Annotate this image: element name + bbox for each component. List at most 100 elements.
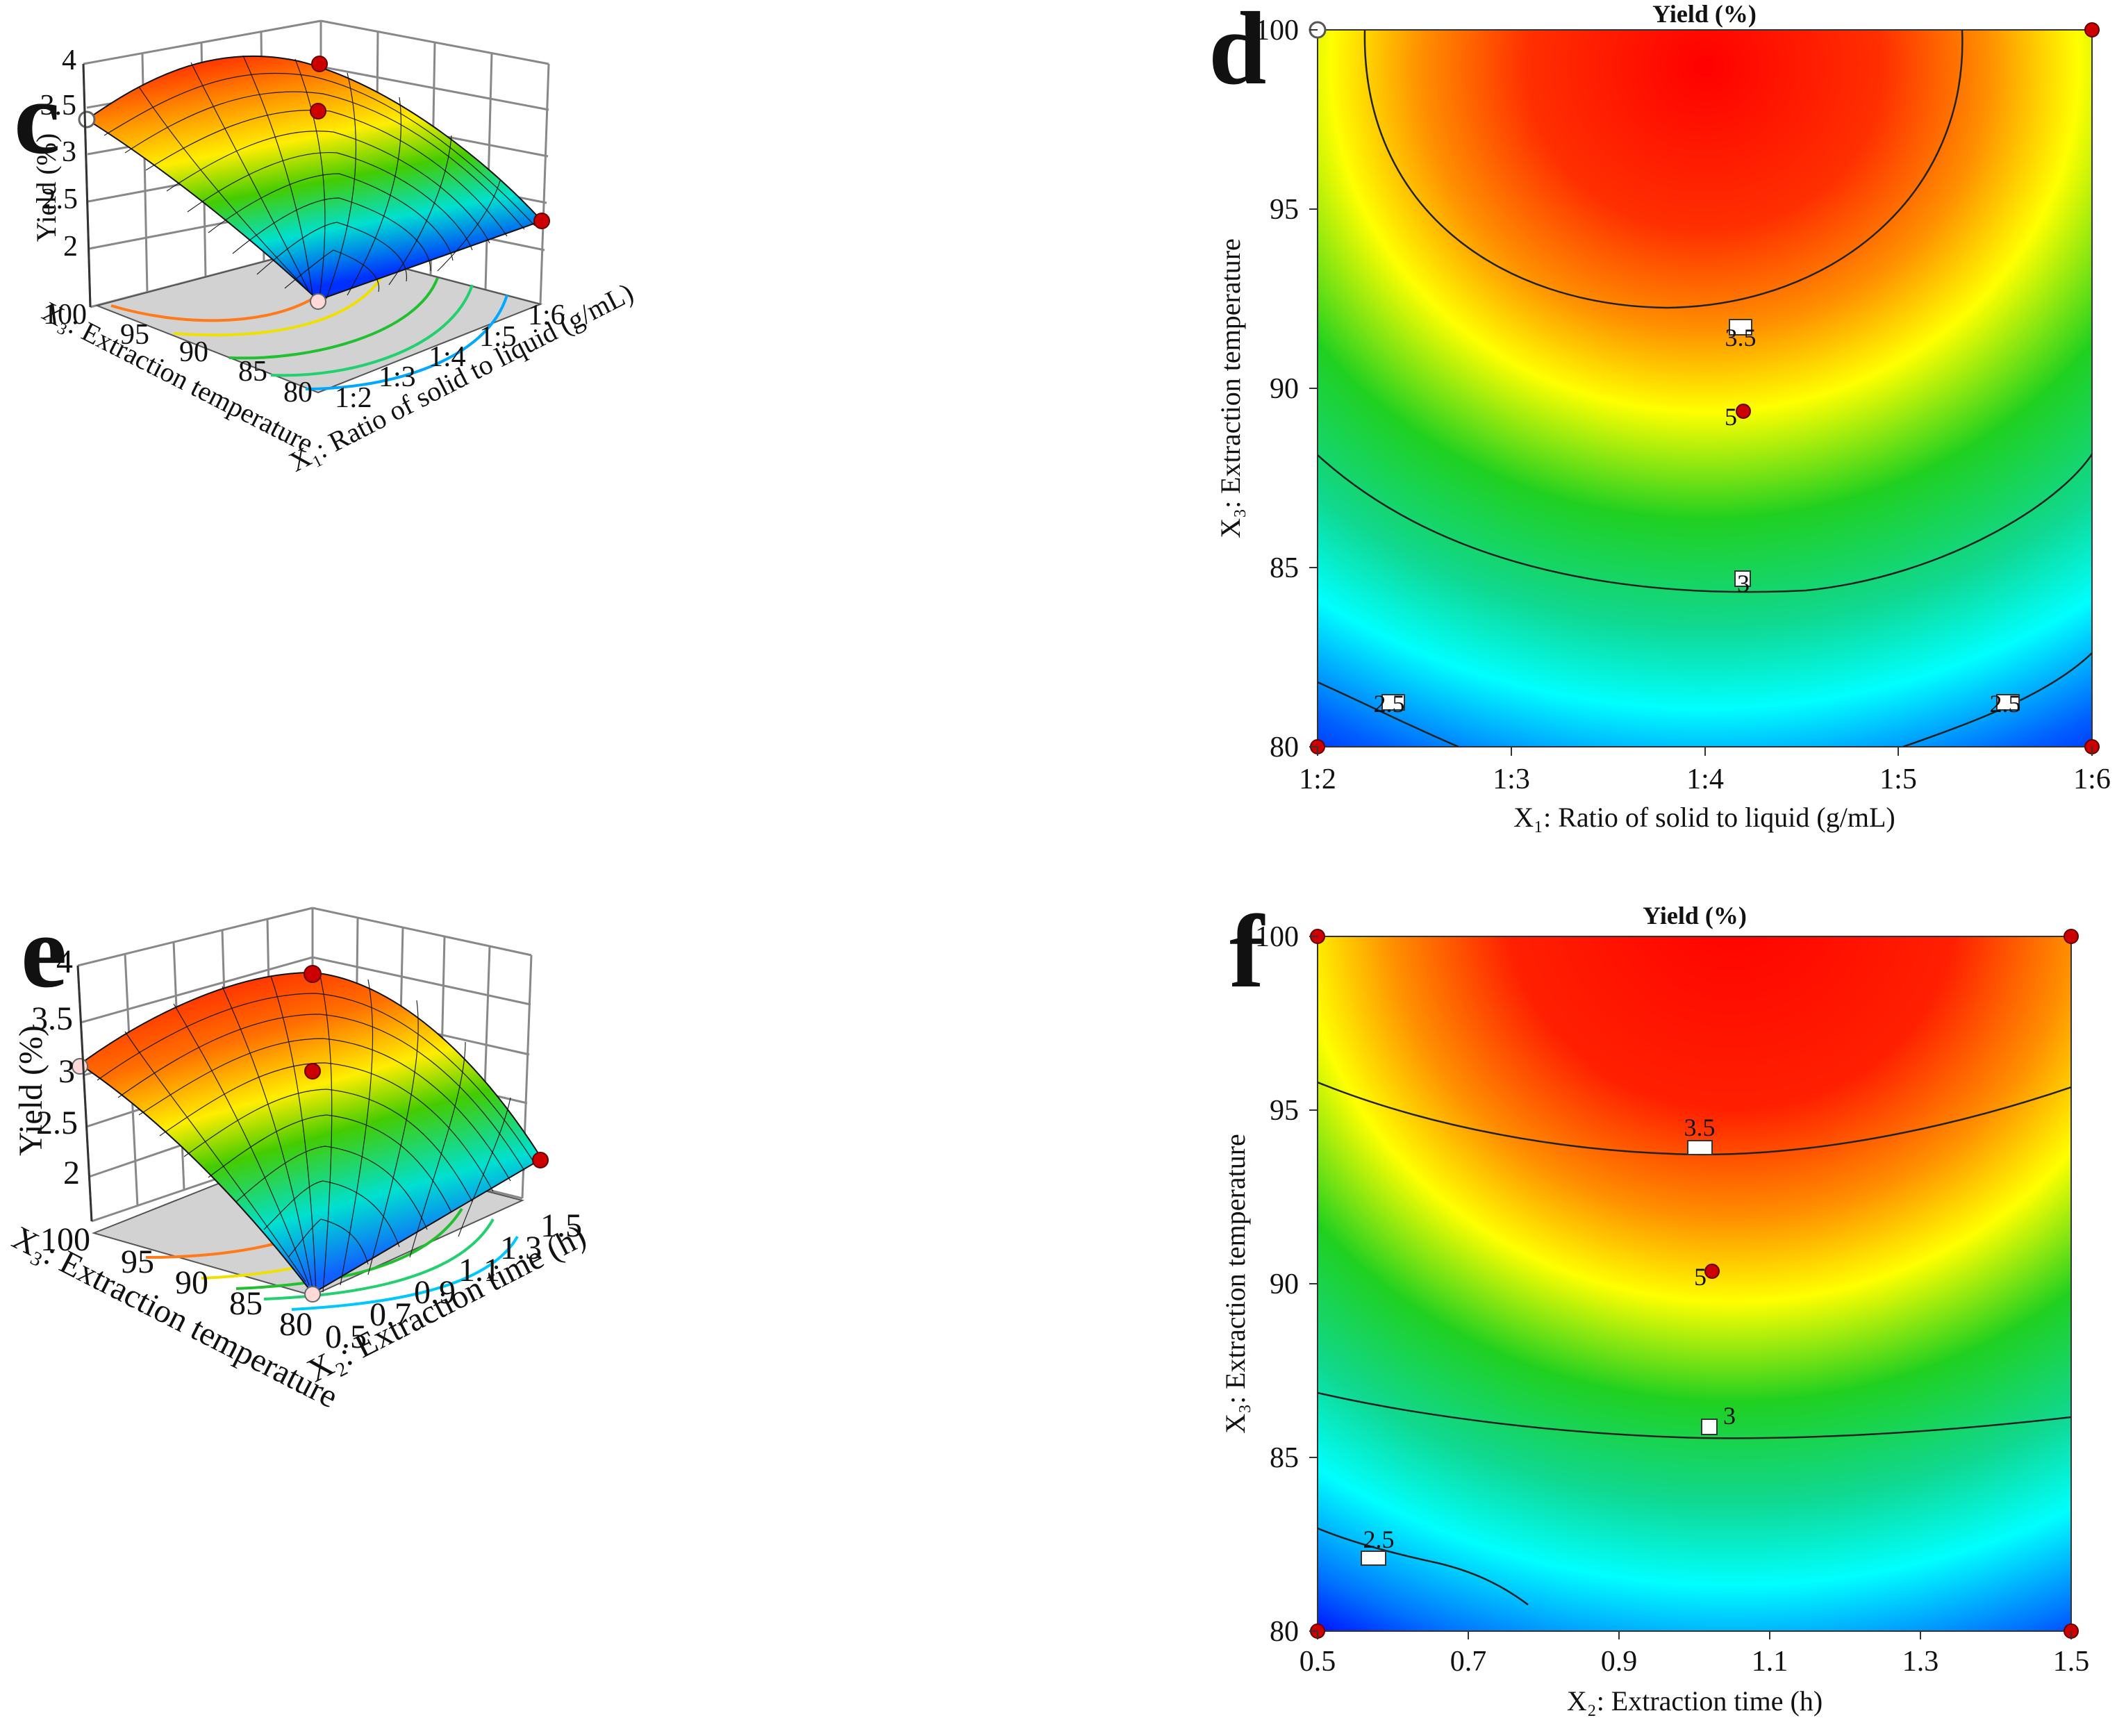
y-tick: 100 (40, 1221, 90, 1258)
y-tick: 90 (1270, 1268, 1299, 1300)
x-tick: 1:2 (335, 382, 372, 414)
x-tick: 1.5 (2053, 1646, 2090, 1678)
floor-contours (110, 263, 508, 390)
surface-plot-e: e (0, 868, 1111, 1736)
contour-label: 3 (1737, 570, 1750, 597)
y-tick: 90 (179, 336, 208, 368)
panel-label-c: c (14, 60, 60, 176)
y-tick: 100 (43, 299, 87, 331)
design-point (304, 1286, 321, 1303)
x-tick: 1:2 (1299, 763, 1336, 795)
y-tick: 80 (1270, 1616, 1299, 1648)
y-tick: 95 (121, 1243, 154, 1280)
design-point (532, 1152, 549, 1168)
center-point-label: 5 (1725, 403, 1737, 431)
contour-line (1318, 1527, 1529, 1606)
y-tick: 80 (1270, 731, 1299, 763)
contour-labels: 3.5 3 2.5 5 (1361, 1114, 1736, 1566)
x-tick: 0.5 (325, 1318, 367, 1355)
surface-e-svg: e (6, 894, 592, 1415)
contour-label: 2.5 (1374, 690, 1405, 718)
y-ticks: 100 95 90 85 80 X₃: Extraction temperatu… (1220, 921, 1299, 1648)
z-tick: 3.5 (31, 1000, 73, 1037)
response-surface (78, 55, 550, 310)
contour-line (1318, 681, 1459, 747)
x-tick: 1:4 (429, 341, 466, 373)
floor-contours (145, 1193, 519, 1311)
x-axis (1317, 1631, 2072, 1639)
chart-title: Yield (%) (1652, 0, 1757, 28)
design-point (533, 213, 550, 229)
x-tick: 1.3 (500, 1230, 542, 1266)
y-axis-label: X₃: Extraction temperature (1220, 1134, 1251, 1434)
y-axis (1309, 936, 1318, 1632)
contour-line (1318, 1391, 2071, 1439)
z-tick: 4 (56, 943, 73, 980)
z-axis: 4 3.5 3 2.5 2 Yield (%) (13, 943, 93, 1222)
z-tick: 2 (63, 1155, 80, 1191)
x-tick: 1:6 (528, 299, 565, 331)
contour-label: 3.5 (1684, 1114, 1716, 1141)
panel-label-e: e (21, 894, 67, 1009)
x-tick: 0.9 (1601, 1646, 1638, 1678)
panel-label-f: f (1229, 894, 1265, 1009)
panel-label-d: d (1209, 0, 1266, 106)
y-tick: 80 (283, 377, 313, 408)
surface-c-svg: c (14, 19, 638, 478)
contour-plot-area: 3.5 3 2.5 2.5 5 (1309, 21, 2100, 754)
x-tick: 1:3 (379, 361, 416, 393)
x-tick: 1:3 (1493, 763, 1530, 795)
z-tick: 3 (58, 1053, 75, 1090)
surface-plot-c: c (0, 0, 1111, 868)
z-tick: 2.5 (36, 1105, 78, 1141)
x-tick: 0.7 (370, 1296, 411, 1333)
x-ticks: 1:2 1:3 1:4 1:5 1:6 X₁: Ratio of solid t… (1299, 763, 2111, 833)
y-tick: 100 (1255, 921, 1299, 953)
contour-plot-area: 3.5 3 2.5 5 (1310, 929, 2079, 1639)
x-axis (1317, 747, 2093, 756)
x-tick: 1.1 (458, 1252, 500, 1289)
x-tick: 1:6 (2073, 763, 2111, 795)
contour-d-svg: d Yield (%) 3.5 3 2.5 2.5 5 (1209, 0, 2111, 833)
x-tick: 1:5 (1879, 763, 1917, 795)
contour-plot-f: f Yield (%) 3.5 3 2.5 5 (1111, 868, 2117, 1736)
y-tick: 100 (1255, 15, 1299, 47)
y-tick: 85 (1270, 552, 1299, 584)
design-point (310, 103, 326, 119)
contour-label: 3.5 (1725, 324, 1757, 352)
center-point (1736, 404, 1751, 419)
x-axis-label: X₂: Extraction time (h) (1567, 1685, 1823, 1717)
y-tick: 80 (279, 1306, 313, 1343)
center-point (1704, 1264, 1720, 1279)
y-tick: 85 (229, 1285, 263, 1322)
contour-line (1363, 30, 1964, 309)
y-tick: 95 (1270, 194, 1299, 226)
x-tick: 1.3 (1902, 1646, 1939, 1678)
z-tick: 2.5 (42, 183, 78, 215)
contour-f-svg: f Yield (%) 3.5 3 2.5 5 (1220, 894, 2090, 1717)
z-axis-label: Yield (%) (13, 1025, 49, 1156)
contour-plot-d: d Yield (%) 3.5 3 2.5 2.5 5 (1111, 0, 2117, 868)
z-axis-label: Yield (%) (31, 133, 62, 242)
x-tick: 0.9 (414, 1274, 456, 1311)
contour-labels: 3.5 3 2.5 2.5 5 (1374, 319, 2021, 718)
z-tick: 2 (63, 231, 78, 263)
z-axis: 4 3.5 3 2.5 2 Yield (%) (31, 44, 92, 308)
design-point (310, 293, 326, 310)
y-tick: 85 (238, 356, 267, 388)
design-point (78, 110, 96, 129)
design-point (304, 965, 322, 983)
center-point-label: 5 (1694, 1263, 1707, 1291)
design-point (2084, 22, 2100, 38)
response-surface (72, 965, 549, 1303)
design-point (2064, 929, 2079, 944)
x-tick: 1.5 (540, 1207, 582, 1244)
x-tick: 1:5 (479, 321, 517, 353)
x-tick: 0.5 (1300, 1646, 1336, 1678)
x-tick: 1.1 (1752, 1646, 1788, 1678)
x-axis-label: X₁: Ratio of solid to liquid (g/mL) (1513, 802, 1895, 833)
contour-label: 2.5 (1990, 690, 2021, 718)
contour-label: 2.5 (1363, 1526, 1395, 1553)
y-tick: 90 (175, 1264, 208, 1301)
contour-line (1318, 452, 2092, 593)
